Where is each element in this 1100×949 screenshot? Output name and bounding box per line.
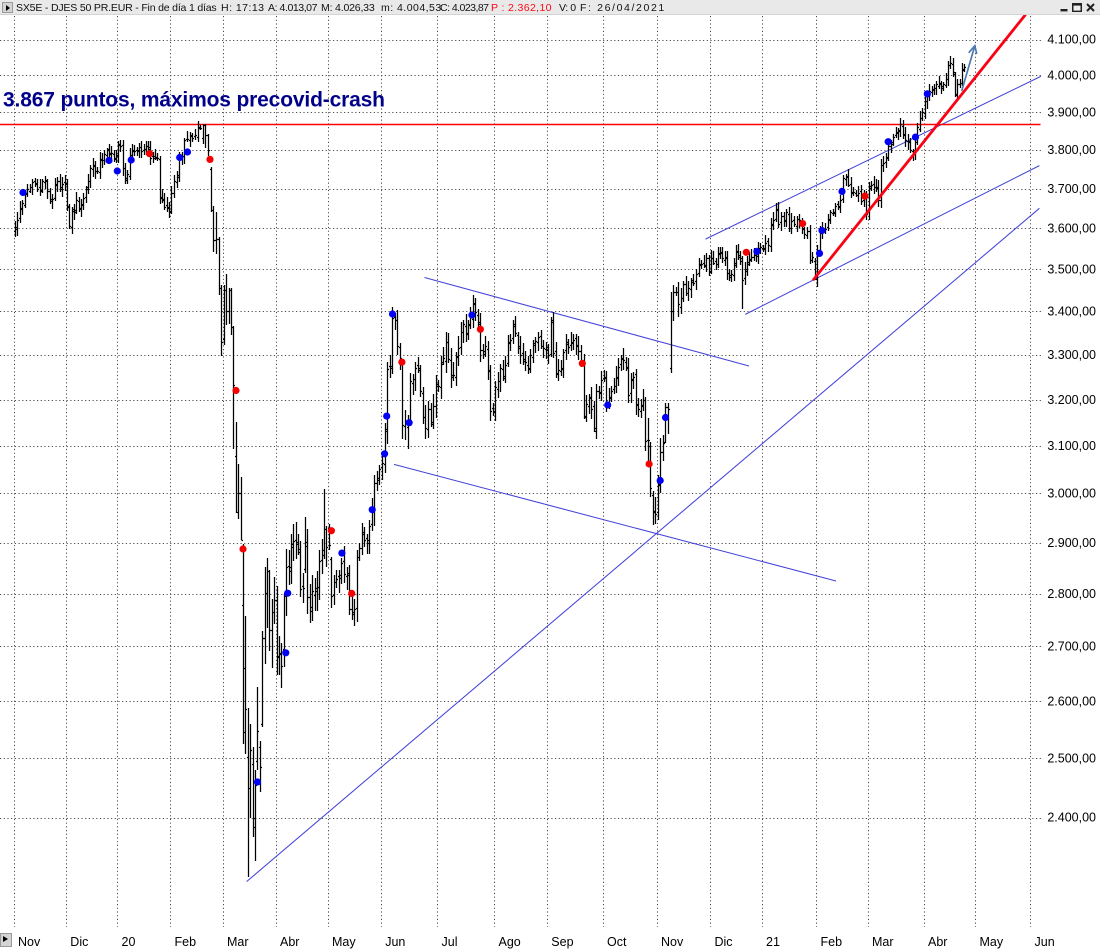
svg-text:Nov: Nov (18, 935, 41, 949)
svg-text:3.700,00: 3.700,00 (1047, 182, 1096, 196)
svg-text:20: 20 (122, 935, 136, 949)
svg-text:21: 21 (766, 935, 780, 949)
svg-text:2.600,00: 2.600,00 (1047, 694, 1096, 708)
svg-text:Jun: Jun (1035, 935, 1055, 949)
svg-text:May: May (980, 935, 1004, 949)
svg-text:4.000,00: 4.000,00 (1047, 69, 1096, 83)
svg-text:Ago: Ago (499, 935, 521, 949)
svg-text:Mar: Mar (872, 935, 894, 949)
svg-text:4.100,00: 4.100,00 (1047, 33, 1096, 47)
svg-text:3.500,00: 3.500,00 (1047, 263, 1096, 277)
svg-text:3.400,00: 3.400,00 (1047, 305, 1096, 319)
svg-text:2.900,00: 2.900,00 (1047, 536, 1096, 550)
svg-text:3.100,00: 3.100,00 (1047, 439, 1096, 453)
svg-text:3.800,00: 3.800,00 (1047, 143, 1096, 157)
svg-text:Feb: Feb (821, 935, 843, 949)
svg-text:Oct: Oct (607, 935, 627, 949)
svg-text:Jun: Jun (385, 935, 405, 949)
svg-text:2.500,00: 2.500,00 (1047, 751, 1096, 765)
svg-text:3.867 puntos, máximos precovid: 3.867 puntos, máximos precovid-crash (3, 89, 385, 112)
svg-text:Jul: Jul (442, 935, 458, 949)
svg-text:2.400,00: 2.400,00 (1047, 811, 1096, 825)
svg-text:May: May (332, 935, 356, 949)
svg-text:3.300,00: 3.300,00 (1047, 348, 1096, 362)
svg-text:Nov: Nov (661, 935, 684, 949)
svg-text:3.000,00: 3.000,00 (1047, 487, 1096, 501)
svg-text:Mar: Mar (227, 935, 249, 949)
svg-text:Dic: Dic (70, 935, 88, 949)
svg-text:Abr: Abr (280, 935, 299, 949)
svg-text:2.700,00: 2.700,00 (1047, 640, 1096, 654)
svg-text:3.200,00: 3.200,00 (1047, 393, 1096, 407)
svg-text:Abr: Abr (928, 935, 947, 949)
svg-text:Dic: Dic (715, 935, 733, 949)
svg-text:Sep: Sep (551, 935, 573, 949)
svg-text:3.900,00: 3.900,00 (1047, 105, 1096, 119)
svg-text:Feb: Feb (175, 935, 197, 949)
svg-text:2.800,00: 2.800,00 (1047, 587, 1096, 601)
svg-text:3.600,00: 3.600,00 (1047, 222, 1096, 236)
